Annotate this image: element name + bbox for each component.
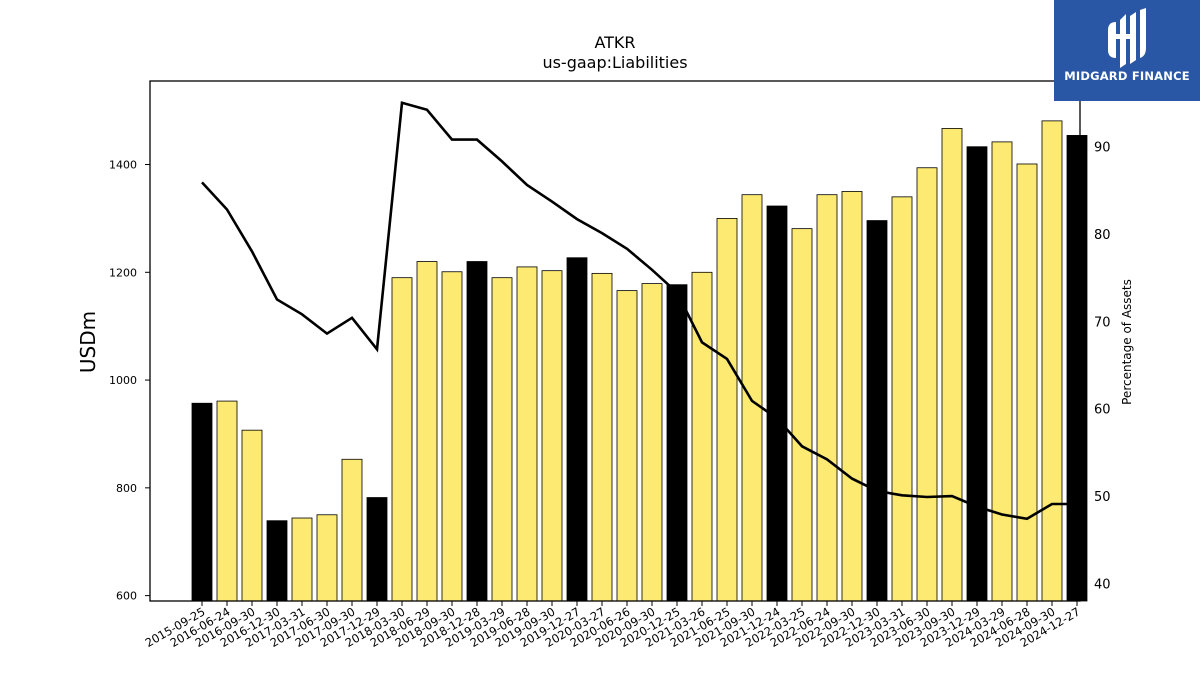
bar-2019-06-28 [516,266,538,602]
brand-name: MIDGARD FINANCE [1064,69,1190,83]
percentage-of-assets-line [201,101,1077,521]
bar-2023-03-31 [891,196,913,602]
bar-2021-09-30 [741,194,763,602]
bar-2022-12-30 [866,220,888,602]
brand-logo: MIDGARD FINANCE [1054,0,1200,101]
axes: 6008001000120014004050607080902015-09-25… [109,80,1111,650]
bar-2016-06-24 [216,400,238,602]
line-series [201,101,1077,521]
bar-2020-03-27 [591,272,613,602]
y-tick-label: 600 [116,590,137,603]
bar-2018-06-29 [416,261,438,602]
y2-tick-label: 70 [1094,315,1111,330]
y2-tick-label: 80 [1094,228,1111,243]
bar-2023-12-29 [966,146,988,602]
bar-2024-03-29 [991,141,1013,602]
y-tick-label: 1000 [109,374,137,387]
chart-title: ATKR [594,33,635,52]
bar-2018-12-28 [466,261,488,602]
y2-tick-label: 50 [1094,490,1111,505]
bar-2018-09-30 [441,271,463,602]
y2-axis-label: Percentage of Assets [1120,279,1134,405]
bar-2021-03-26 [691,271,713,602]
bar-2016-09-30 [241,429,263,602]
bar-2022-03-25 [791,228,813,602]
bar-2022-09-30 [841,191,863,602]
bar-2023-09-30 [941,128,963,602]
y2-tick-label: 40 [1094,578,1111,593]
bar-2017-09-30 [341,458,363,602]
bar-series [191,120,1088,602]
bar-2015-09-25 [191,402,213,602]
y-tick-label: 1400 [109,159,137,172]
y2-tick-label: 60 [1094,403,1111,418]
y-axis-label: USDm [76,311,100,373]
bar-2020-12-25 [666,284,688,602]
bar-2022-06-24 [816,194,838,602]
midgard-logo-icon [1108,8,1146,68]
chart-subtitle: us-gaap:Liabilities [542,53,687,72]
bar-2024-12-27 [1066,135,1088,602]
bar-2017-03-31 [291,517,313,602]
y-tick-label: 800 [116,482,137,495]
plot-frame [149,80,1081,602]
bar-2017-12-29 [366,497,388,602]
bar-2019-09-30 [541,270,563,602]
bar-2021-06-25 [716,218,738,602]
y2-tick-label: 90 [1094,141,1111,156]
bar-2020-09-30 [641,283,663,602]
bar-2020-06-26 [616,290,638,602]
bar-2017-06-30 [316,514,338,602]
bar-2023-06-30 [916,167,938,602]
y-tick-label: 1200 [109,266,137,279]
bar-2021-12-24 [766,205,788,602]
bar-2019-12-27 [566,257,588,602]
bar-2024-09-30 [1041,120,1063,602]
bar-2024-06-28 [1016,163,1038,602]
bar-2016-12-30 [266,520,288,602]
bar-2019-03-29 [491,277,513,602]
bar-2018-03-30 [391,277,413,602]
